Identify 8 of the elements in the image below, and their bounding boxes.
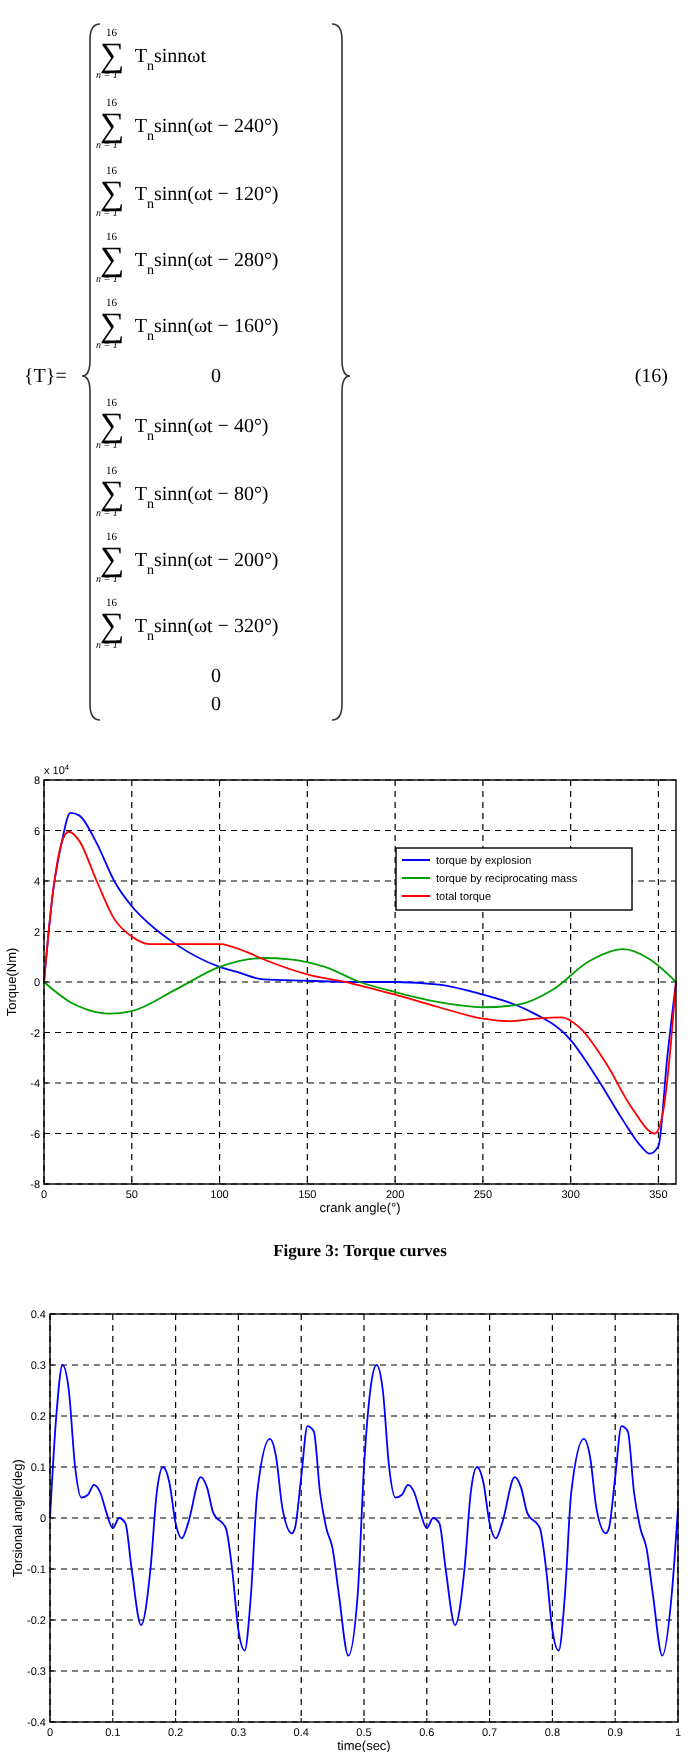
text: 0 [211,694,221,716]
caption: Figure 3: Torque curves [273,1240,449,1260]
text: 0 [211,666,221,688]
text: 0 [211,366,221,388]
line-series [49,1364,679,1657]
text: (16) [634,366,668,388]
text: {T}= [24,366,68,388]
line-series [43,948,677,1015]
